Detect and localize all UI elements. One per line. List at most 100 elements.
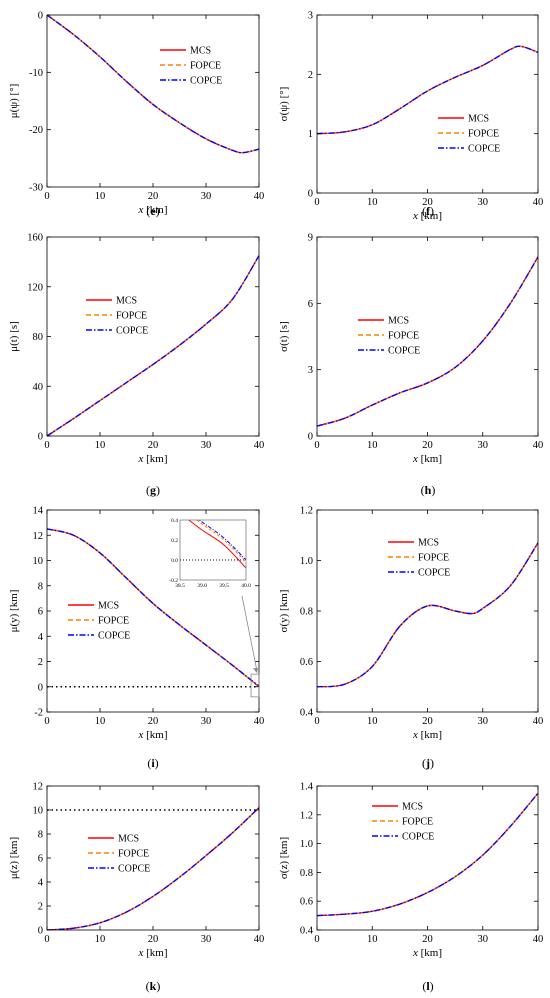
series-line-copce [317, 792, 538, 917]
y-axis-label: σ(t) [s] [278, 321, 290, 352]
panel-label: (k) [146, 979, 161, 993]
y-tick-label: 2 [38, 657, 43, 668]
series-line-copce [317, 256, 538, 427]
panel-label: (i) [147, 756, 158, 770]
x-axis-label: x [km] [412, 210, 442, 222]
series-group [317, 542, 538, 688]
x-tick-label: 30 [478, 197, 489, 208]
y-axis-label: σ(y) [km] [278, 590, 290, 633]
y-tick-label: 12 [33, 531, 44, 542]
y-tick-label: 40 [33, 382, 44, 393]
chart-panel-g: 0 10 20 30 40 0 40 80 120 160 x [km] μ(t) [s] MCS FOP… [8, 233, 264, 498]
y-tick-label: 0 [308, 189, 313, 200]
x-tick-label: 0 [44, 191, 49, 202]
panel-label: (f) [422, 204, 434, 218]
chart-panel-k: 0 10 20 30 40 0 2 4 6 8 10 12 x [km] μ(z) [km] MCS FOPC… [8, 782, 264, 994]
inset-zoom: 38.5 39.0 39.5 40.0 -0.2 0.0 0.2 0.4 [169, 518, 260, 698]
series-line-copce [47, 15, 259, 154]
y-tick-label: 8 [38, 830, 43, 841]
x-tick-label: 20 [422, 197, 433, 208]
y-tick-label: 2 [38, 902, 43, 913]
y-tick-label: 6 [38, 607, 43, 618]
x-axis-label: x [km] [412, 453, 442, 465]
legend-label: MCS [402, 802, 423, 813]
series-group [47, 807, 259, 930]
x-tick-label: 30 [201, 440, 212, 451]
y-tick-label: 4 [38, 632, 44, 643]
y-tick-label: 6 [38, 854, 43, 865]
x-tick-label: 30 [478, 440, 489, 451]
x-tick-label: 30 [201, 934, 212, 945]
inset-y-tick-label: 0.4 [171, 518, 178, 524]
plot-frame [316, 14, 539, 194]
zoom-arrow-head [253, 668, 258, 674]
x-tick-label: 0 [314, 440, 319, 451]
y-tick-label: 12 [33, 782, 44, 793]
series-group [47, 528, 259, 688]
x-tick-label: 10 [95, 716, 106, 727]
plot-frame [316, 785, 539, 931]
y-tick-label: 0.4 [300, 926, 314, 937]
y-axis-label: μ(ψ) [°] [8, 84, 20, 119]
series-group [47, 15, 259, 154]
legend-label: COPCE [388, 346, 420, 357]
x-axis-label: x [km] [412, 729, 442, 741]
series-line-fopce [47, 15, 259, 154]
series-line-fopce [317, 256, 538, 427]
y-tick-label: 1.2 [300, 810, 313, 821]
y-tick-label: 10 [33, 556, 44, 567]
legend-label: COPCE [418, 568, 450, 579]
zoom-box [250, 673, 260, 698]
inset-x-tick-label: 39.5 [219, 583, 229, 589]
x-tick-label: 0 [314, 197, 319, 208]
series-line-mcs [47, 807, 259, 930]
legend-label: FOPCE [388, 331, 419, 342]
x-axis-label: x [km] [137, 204, 167, 216]
y-tick-label: 1.0 [300, 839, 313, 850]
series-line-fopce [317, 542, 538, 688]
series-line-fopce [317, 792, 538, 917]
legend-label: MCS [418, 538, 439, 549]
x-tick-label: 40 [254, 934, 265, 945]
y-tick-label: 3 [308, 365, 313, 376]
inset-frame [179, 519, 247, 581]
plot-frame [46, 785, 260, 931]
y-axis-label: μ(z) [km] [8, 837, 20, 879]
series-line-fopce [317, 45, 538, 135]
chart-panel-f: 0 10 20 30 40 0 1 2 3 x [km] σ(ψ) [°] MCS FOPCE COPCE… [278, 11, 543, 223]
x-tick-label: 20 [148, 191, 159, 202]
y-tick-label: 0 [308, 432, 313, 443]
legend-label: COPCE [118, 864, 150, 875]
inset-y-tick-label: 0.0 [171, 558, 178, 564]
y-tick-label: -2 [34, 708, 43, 719]
y-tick-label: 8 [38, 581, 43, 592]
series-line-fopce [47, 255, 259, 436]
x-tick-label: 20 [422, 440, 433, 451]
series-line-mcs [47, 255, 259, 436]
x-tick-label: 40 [254, 191, 265, 202]
inset-line-fopce [195, 520, 246, 563]
x-tick-label: 40 [533, 716, 544, 727]
chart-panel-l: 0 10 20 30 40 0.4 0.6 0.8 1.0 1.2 1.4 x [km] σ(z) [k… [278, 782, 543, 994]
series-line-mcs [317, 792, 538, 917]
y-tick-label: 3 [308, 11, 313, 22]
plot-frame [316, 236, 539, 437]
inset-x-tick-label: 38.5 [175, 583, 185, 589]
x-tick-label: 20 [422, 716, 433, 727]
x-tick-label: 10 [95, 440, 106, 451]
x-axis-label: x [km] [137, 453, 167, 465]
y-tick-label: 1.2 [300, 506, 313, 517]
legend-label: FOPCE [418, 553, 449, 564]
x-tick-label: 40 [254, 440, 265, 451]
legend-label: MCS [98, 601, 119, 612]
inset-y-tick-label: 0.2 [171, 538, 178, 544]
y-tick-label: 80 [33, 332, 44, 343]
y-tick-label: 9 [308, 233, 313, 244]
x-tick-label: 10 [367, 716, 378, 727]
y-tick-label: 0.4 [300, 708, 314, 719]
x-tick-label: 40 [254, 716, 265, 727]
legend-label: MCS [190, 46, 211, 57]
y-tick-label: 0 [38, 926, 43, 937]
legend-label: MCS [388, 316, 409, 327]
